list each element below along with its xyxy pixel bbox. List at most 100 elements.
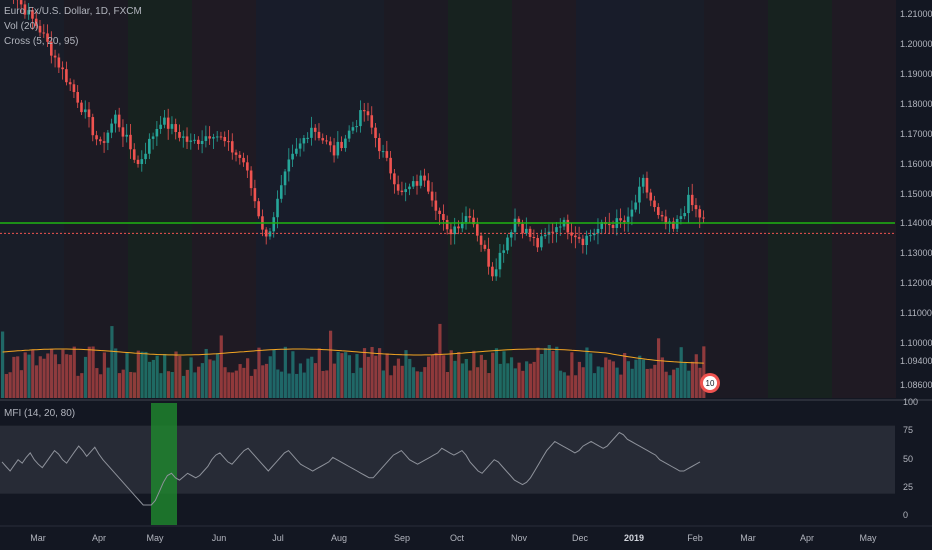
candle [517, 216, 521, 227]
price-tick-label: 1.20000 [900, 38, 932, 49]
volume-bar [532, 361, 536, 398]
candle-body [555, 227, 558, 233]
event-badge[interactable]: 10 [700, 373, 720, 393]
candle [600, 219, 604, 235]
volume-bar [521, 370, 525, 398]
volume-bars [1, 323, 706, 398]
background-stripe [832, 0, 896, 398]
volume-bar [434, 352, 438, 398]
symbol-title[interactable]: Euro Fx/U.S. Dollar, 1D, FXCM [4, 6, 142, 17]
candle [185, 127, 189, 149]
candle [491, 262, 494, 281]
volume-bar [479, 354, 483, 398]
volume-bar [498, 363, 502, 398]
candle-body [129, 134, 132, 150]
volume-bar [178, 355, 182, 398]
volume-bar [574, 375, 578, 398]
volume-study-label[interactable]: Vol (20) [4, 21, 39, 32]
candle-body [91, 117, 95, 136]
candle [427, 173, 430, 195]
volume-bar [246, 358, 250, 398]
candle-body [72, 84, 76, 93]
mfi-line [1, 431, 701, 506]
volume-bar [656, 338, 661, 398]
volume-bar [261, 365, 265, 398]
background-stripe [512, 0, 576, 398]
candle [117, 107, 121, 132]
volume-bar [366, 356, 370, 398]
time-tick-label: Sep [393, 533, 411, 543]
candle-body [532, 236, 536, 239]
candle [328, 136, 332, 153]
volume-bar [144, 351, 148, 398]
candle [317, 123, 321, 141]
candle [257, 197, 260, 219]
candle [393, 168, 396, 194]
background-stripe [704, 0, 768, 398]
candle-body [626, 216, 630, 222]
mfi-tick-label: 75 [903, 425, 914, 436]
time-tick-label: Aug [330, 533, 348, 543]
candle-body [310, 127, 313, 138]
price-tick-label: 1.11000 [900, 308, 932, 319]
volume-bar [272, 349, 276, 398]
candle-body [95, 135, 98, 140]
volume-bar [411, 367, 416, 398]
candle-body [212, 137, 215, 139]
candle [687, 187, 690, 223]
candle-body [434, 200, 438, 211]
price-tick-label: 1.21000 [900, 8, 932, 19]
candle [502, 244, 506, 263]
volume-bar [174, 351, 178, 398]
candle [238, 151, 242, 165]
candle-body [487, 248, 490, 267]
mfi-oversold-highlight [151, 403, 177, 525]
volume-bar [166, 371, 171, 398]
candle-body [61, 67, 64, 70]
volume-bar [423, 367, 427, 398]
volume-bar [555, 346, 559, 398]
candle [140, 150, 144, 172]
candle-body [641, 177, 645, 187]
volume-bar [313, 363, 318, 398]
time-tick-label: Oct [449, 533, 465, 543]
volume-bar [219, 335, 223, 398]
volume-bar [57, 364, 61, 398]
volume-bar [106, 367, 110, 398]
volume-bar [370, 346, 374, 398]
candle-body [702, 217, 705, 219]
volume-bar [457, 352, 461, 398]
volume-bar [540, 353, 544, 398]
candle [442, 204, 445, 231]
candle-body [332, 145, 336, 156]
volume-bar [589, 353, 593, 398]
background-stripe [192, 0, 256, 398]
mfi-study-label[interactable]: MFI (14, 20, 80) [4, 408, 76, 419]
volume-bar [129, 371, 133, 398]
candle-body [543, 234, 547, 237]
volume-bar [317, 348, 321, 398]
volume-bar [19, 370, 24, 398]
candle-body [283, 171, 287, 186]
candle-body [645, 177, 649, 193]
candle-body [509, 232, 513, 238]
candle [472, 209, 475, 228]
candle [494, 258, 498, 281]
candle-body [634, 202, 637, 210]
volume-bar [619, 374, 623, 398]
candle [423, 168, 426, 187]
volume-bar [27, 354, 31, 398]
candle [148, 133, 151, 160]
candle [223, 131, 227, 147]
candle [170, 116, 174, 135]
candle [555, 221, 558, 243]
volume-bar [374, 355, 378, 398]
cross-study-label[interactable]: Cross (5, 20, 95) [4, 36, 79, 47]
volume-bar [528, 363, 532, 398]
candle-body [57, 57, 61, 68]
candle [396, 175, 400, 195]
candle [57, 53, 61, 73]
candle-body [585, 235, 588, 246]
candle-body [396, 184, 400, 191]
